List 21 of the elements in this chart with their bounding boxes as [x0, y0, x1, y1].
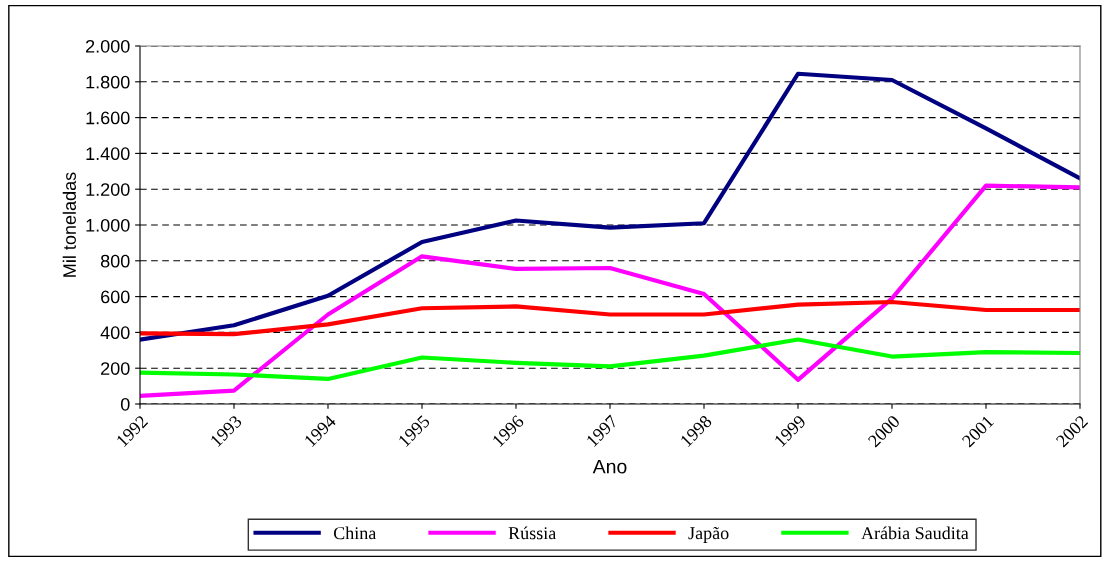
x-axis-title: Ano	[592, 459, 627, 474]
y-tick-label: 2.000	[86, 39, 130, 53]
y-tick-label: 400	[100, 326, 130, 340]
y-tick-label: 1.200	[86, 183, 130, 196]
line-series	[140, 71, 1080, 342]
y-tick-label: 1.400	[86, 147, 130, 161]
y-tick-label: 1.800	[86, 75, 130, 89]
legend-label: China	[333, 526, 377, 540]
y-tick-label: 200	[101, 362, 130, 375]
legend-label: Rússia	[508, 526, 557, 540]
y-tick-label: 0	[120, 397, 130, 411]
y-tick-label: 1.600	[86, 111, 130, 125]
y-tick-label: 800	[100, 254, 130, 268]
y-tick-label: 1.000	[86, 218, 130, 232]
legend-label: Arábia Saudita	[861, 526, 969, 540]
line-series	[140, 183, 1080, 399]
y-axis-title: Mil toneladas	[62, 172, 76, 277]
y-tick-label: 600	[101, 290, 130, 304]
line-series	[140, 337, 1080, 382]
legend-label: Japão	[688, 526, 729, 543]
line-series	[140, 299, 1080, 337]
